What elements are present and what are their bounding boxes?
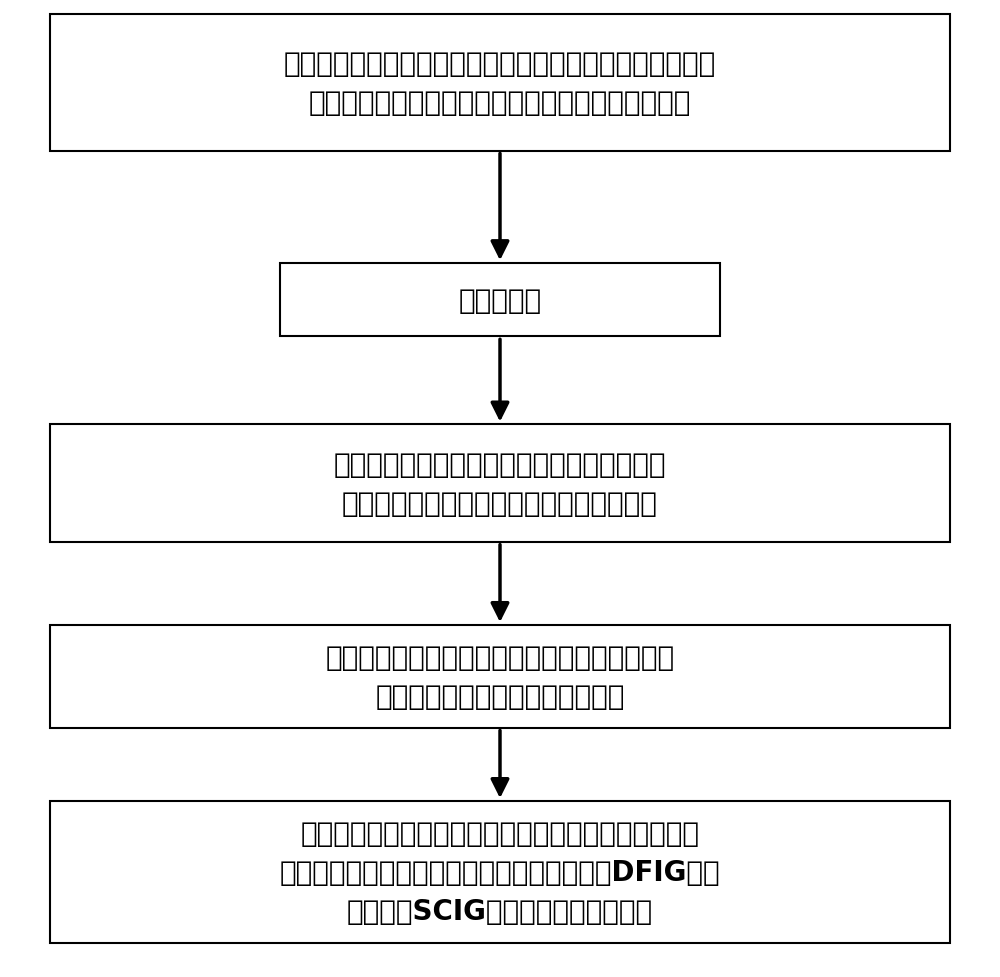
Bar: [50, 801, 950, 943]
Bar: [50, 15, 950, 151]
Bar: [280, 264, 720, 337]
Text: 参数初始化: 参数初始化: [458, 286, 542, 315]
Text: 调整双目标加权模糊暂态切机模型中的权重系数，通过
对双目标加权模糊暂态切机模型进行计算获得DFIG机组
切机量和SCIG机组切机量的分配结果: 调整双目标加权模糊暂态切机模型中的权重系数，通过 对双目标加权模糊暂态切机模型进…: [280, 819, 720, 925]
Bar: [50, 625, 950, 728]
Text: 对双目标切机模型进行模糊化计算并加入权重系
数获得双目标加权模糊暂态切机模: 对双目标切机模型进行模糊化计算并加入权重系 数获得双目标加权模糊暂态切机模: [325, 643, 675, 710]
Bar: [50, 425, 950, 542]
Text: 建立以电力系统的暂态能量切机指标和线路功
率振荡阻尼比最大为目标的双目标切机模型: 建立以电力系统的暂态能量切机指标和线路功 率振荡阻尼比最大为目标的双目标切机模型: [334, 450, 666, 517]
Text: 计算出故障下电力系统在暂态稳定约束下所需总切机量和电
力系统在优化风火比例切机情况下的火电机组切机量: 计算出故障下电力系统在暂态稳定约束下所需总切机量和电 力系统在优化风火比例切机情…: [284, 50, 716, 116]
